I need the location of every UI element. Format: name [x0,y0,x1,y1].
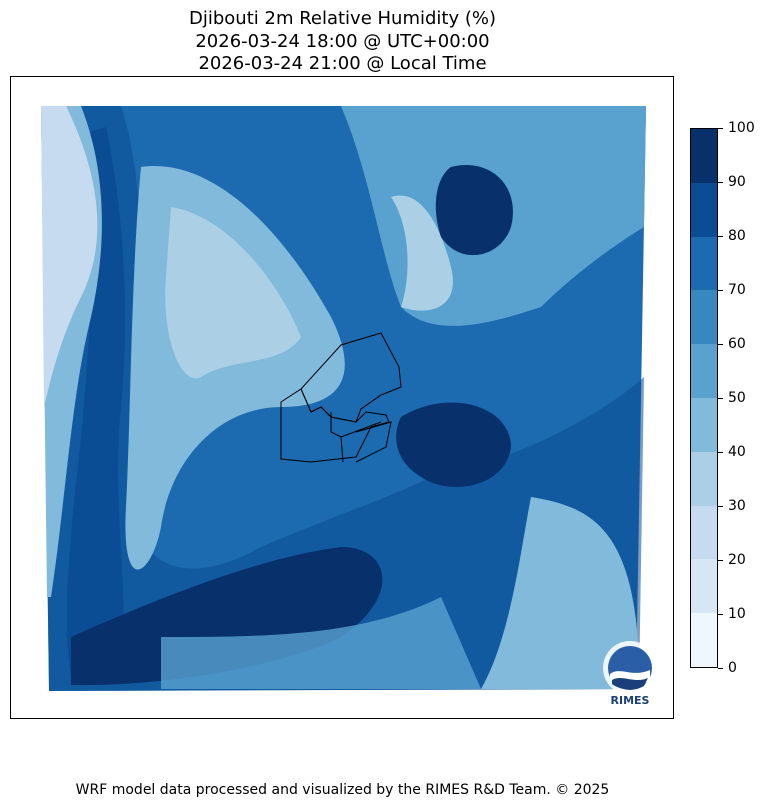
contour-ne-lighter [391,195,453,311]
colorbar-bin-50-60 [691,344,717,399]
contour-south-mid [161,597,481,689]
colorbar-tick: 30 [718,499,746,513]
colorbar-tick: 10 [718,607,746,621]
colorbar-bin-0-10 [691,613,717,667]
utc-time: 2026-03-24 18:00 @ UTC+00:00 [195,31,490,52]
contour-se-light [481,497,640,689]
colorbar-tick: 100 [718,121,755,135]
colorbar-tick: 60 [718,337,746,351]
djibouti-borders [280,332,402,463]
footer-credit: WRF model data processed and visualized … [75,782,610,798]
map-panel [10,76,674,719]
colorbar-bin-30-40 [691,451,717,506]
colorbar-tick: 70 [718,283,746,297]
colorbar-bin-80-90 [691,182,717,237]
colorbar-tick: 90 [718,175,746,189]
rimes-logo: RIMES [603,641,657,707]
contour-east-dark [396,402,511,487]
local-time: 2026-03-24 21:00 @ Local Time [198,53,487,74]
colorbar-bin-60-70 [691,290,717,345]
colorbar-bin-10-20 [691,559,717,614]
svg-text:RIMES: RIMES [611,694,650,707]
colorbar-tick: 40 [718,445,746,459]
colorbar-tick: 20 [718,553,746,567]
contour-central-lighter [165,207,301,379]
contour-west-dark [66,127,126,682]
colorbar-bin-40-50 [691,398,717,452]
contour-west-lighter [41,106,98,407]
contour-ne-dark [435,165,513,256]
colorbar-bin-20-30 [691,505,717,560]
colorbar-tick: 80 [718,229,746,243]
colorbar-bin-90-100 [691,129,717,183]
contour-80-90 [41,106,644,691]
colorbar-tick: 50 [718,391,746,405]
colorbar [690,128,718,668]
map-title: Djibouti 2m Relative Humidity (%) [189,8,496,29]
humidity-map [41,106,646,691]
colorbar-bin-70-80 [691,236,717,291]
colorbar-tick: 0 [718,661,737,675]
